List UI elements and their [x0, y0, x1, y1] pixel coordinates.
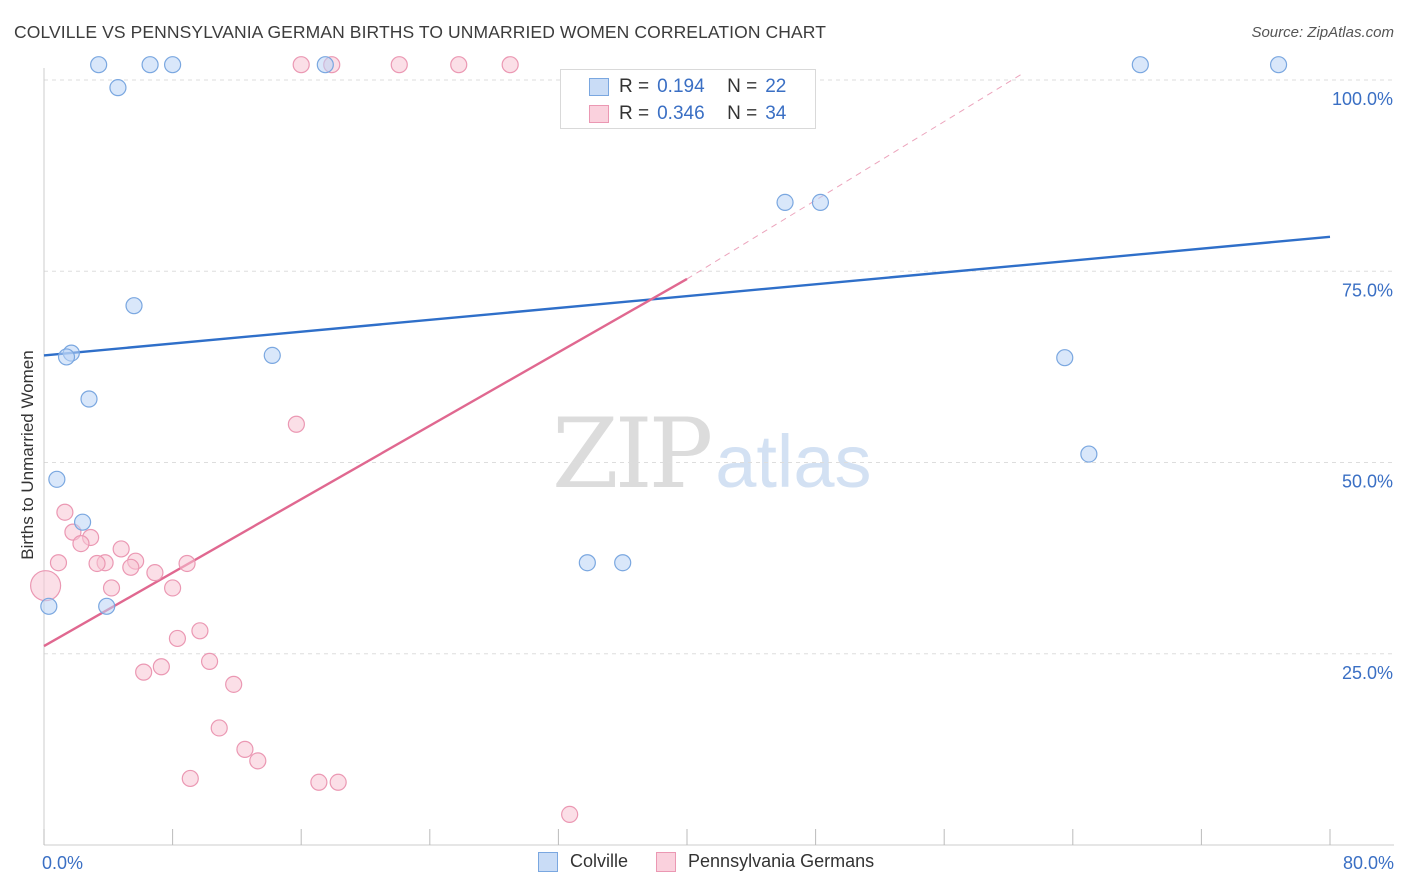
pennsylvania-germans-point [122, 558, 140, 576]
colville-point [1080, 445, 1098, 463]
x-tick-label: 0.0% [42, 853, 83, 873]
legend-label-pennsylvania-germans: Pennsylvania Germans [688, 851, 875, 871]
y-tick-label: 100.0% [1332, 89, 1393, 109]
pennsylvania-germans-point [329, 773, 347, 791]
pennsylvania-germans-point [72, 534, 90, 553]
pennsylvania-germans-point [164, 579, 182, 597]
n-value: 34 [765, 103, 787, 124]
r-value: 0.194 [657, 76, 705, 97]
stats-legend: R = 0.194 N = 22 R = 0.346 N = 34 [560, 69, 816, 129]
pennsylvania-germans-point [200, 652, 219, 671]
colville-point [98, 597, 116, 615]
colville-point [73, 513, 92, 531]
pennsylvania-germans-point [30, 570, 62, 602]
n-value: 22 [765, 76, 787, 97]
pennsylvania-germans-point [501, 56, 519, 74]
pennsylvania-germans-point [210, 719, 228, 737]
pennsylvania-germans-point [181, 769, 199, 788]
pennsylvania-germans-point [178, 554, 196, 573]
colville-trend-line [43, 235, 1331, 357]
r-value: 0.346 [657, 103, 705, 124]
pennsylvania-germans-point [56, 503, 74, 521]
pennsylvania-germans-point [292, 56, 310, 74]
pennsylvania-germans-point [236, 740, 254, 758]
colville-point [125, 297, 143, 315]
pennsylvania-germans-point [225, 675, 243, 693]
colville-point [1056, 349, 1074, 367]
pennsylvania-germans-point [112, 540, 130, 558]
legend-item-pennsylvania-germans[interactable]: Pennsylvania Germans [656, 851, 874, 872]
pennsylvania-germans-point [287, 415, 305, 433]
colville-point [109, 79, 127, 97]
pennsylvania-germans-point [152, 658, 170, 676]
pennsylvania-germans-point [135, 663, 153, 681]
colville-point [578, 554, 596, 572]
x-tick-label: 80.0% [1343, 853, 1394, 873]
colville-point [90, 56, 108, 74]
colville-point [263, 346, 281, 364]
pennsylvania-germans-point [191, 622, 209, 640]
pennsylvania-germans-trend-line [43, 277, 688, 648]
y-tick-label: 75.0% [1342, 280, 1393, 300]
label-layer: 25.0% 50.0% 75.0% 100.0% 0.0% 80.0% [42, 89, 1394, 873]
colville-point [57, 348, 76, 366]
chart-source: Source: ZipAtlas.com [1251, 24, 1394, 41]
pennsylvania-germans-point [450, 56, 468, 74]
colville-point [811, 193, 830, 211]
axis-layer [43, 68, 1394, 846]
colville-point [316, 56, 334, 74]
pennsylvania-germans-point [390, 56, 408, 74]
pennsylvania-germans-point [49, 554, 68, 572]
r-label: R = [619, 103, 650, 124]
pennsylvania-germans-point [561, 805, 579, 824]
pennsylvania-germans-point [310, 773, 328, 791]
n-label: N = [727, 103, 758, 124]
grid-layer [44, 79, 1394, 655]
pennsylvania-germans-point [146, 564, 164, 582]
colville-point [141, 56, 159, 74]
pennsylvania-germans-swatch [589, 105, 609, 123]
legend-item-colville[interactable]: Colville [538, 851, 628, 872]
n-label: N = [727, 76, 758, 97]
y-tick-label: 25.0% [1342, 663, 1393, 683]
trend-layer [43, 71, 1331, 648]
pennsylvania-germans-point [168, 629, 187, 648]
colville-point [1131, 56, 1149, 74]
pennsylvania-germans-point [102, 579, 121, 597]
r-label: R = [619, 76, 650, 97]
y-tick-label: 50.0% [1342, 472, 1393, 492]
colville-point [40, 597, 58, 615]
legend-label-colville: Colville [570, 851, 629, 871]
pennsylvania-germans-point [88, 554, 106, 573]
colville-swatch [589, 78, 609, 96]
colville-point [614, 554, 632, 572]
points-layer [30, 56, 1288, 824]
pennsylvania-germans-swatch [656, 851, 677, 872]
colville-point [80, 390, 98, 408]
bottom-legend: Colville Pennsylvania Germans [538, 851, 902, 872]
pennsylvania-germans-point [249, 752, 267, 770]
colville-point [776, 193, 794, 211]
colville-point [1269, 56, 1288, 74]
stats-row-colville: R = 0.194 N = 22 [561, 73, 786, 101]
colville-point [48, 470, 66, 488]
colville-swatch [538, 851, 558, 872]
stats-row-pennsylvania-germans: R = 0.346 N = 34 [561, 100, 786, 128]
chart-title: COLVILLE VS PENNSYLVANIA GERMAN BIRTHS T… [14, 22, 827, 42]
colville-point [164, 56, 182, 74]
